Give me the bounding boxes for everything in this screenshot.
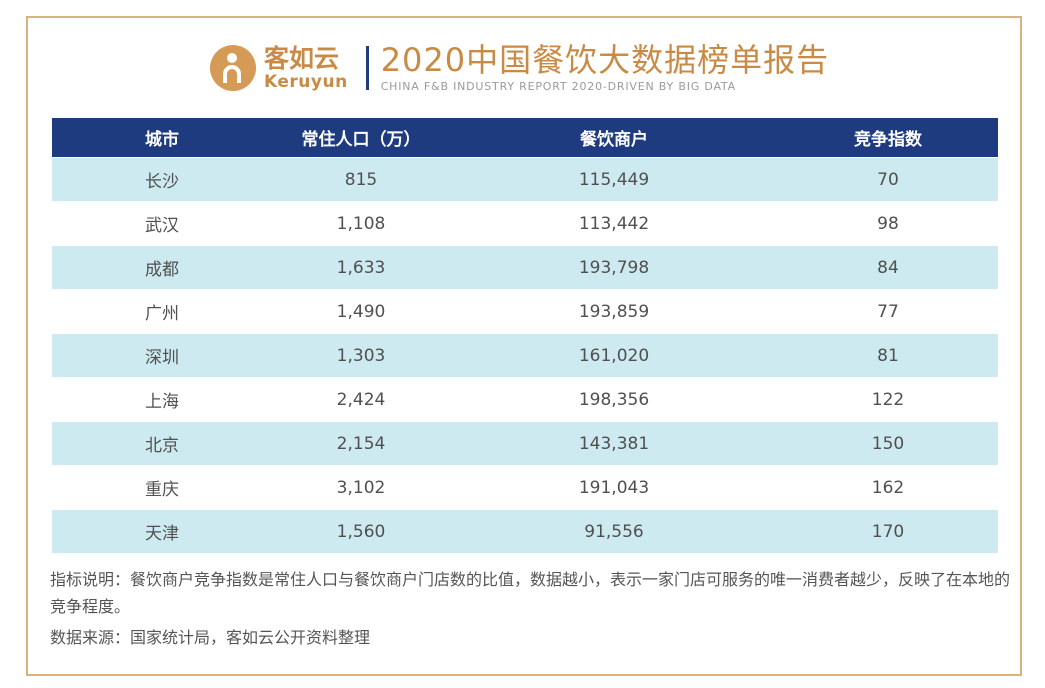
column-header-index: 竞争指数 [778,118,998,158]
cell-index: 170 [778,509,998,553]
cell-city: 武汉 [52,201,272,246]
table-row: 深圳 1,303 161,020 81 [52,333,998,378]
table-row: 广州 1,490 193,859 77 [52,289,998,334]
table-row: 长沙 815 115,449 70 [52,157,998,202]
table-row: 北京 2,154 143,381 150 [52,421,998,466]
cell-index: 162 [778,465,998,510]
cell-population: 815 [272,157,450,202]
cell-merchants: 193,859 [450,289,778,334]
column-header-population: 常住人口（万） [272,118,450,158]
cell-city: 天津 [52,509,272,553]
table-header-row: 城市 常住人口（万） 餐饮商户 竞争指数 [52,118,998,158]
cell-population: 1,560 [272,509,450,553]
data-source: 数据来源：国家统计局，客如云公开资料整理 [50,628,371,647]
cell-city: 北京 [52,421,272,466]
cell-index: 150 [778,421,998,466]
cell-index: 70 [778,157,998,202]
cell-merchants: 198,356 [450,377,778,422]
table-row: 成都 1,633 193,798 84 [52,245,998,290]
cell-city: 上海 [52,377,272,422]
report-title-block: 2020中国餐饮大数据榜单报告 CHINA F&B INDUSTRY REPOR… [381,42,829,94]
cell-merchants: 91,556 [450,509,778,553]
competition-index-table: 城市 常住人口（万） 餐饮商户 竞争指数 长沙 815 115,449 70 武… [52,118,998,553]
cell-merchants: 113,442 [450,201,778,246]
table-notes: 指标说明：餐饮商户竞争指数是常住人口与餐饮商户门店数的比值，数据越小，表示一家门… [50,566,1010,651]
cell-index: 84 [778,245,998,290]
index-explanation: 指标说明：餐饮商户竞争指数是常住人口与餐饮商户门店数的比值，数据越小，表示一家门… [50,570,1011,616]
cell-population: 1,108 [272,201,450,246]
report-subtitle: CHINA F&B INDUSTRY REPORT 2020-DRIVEN BY… [380,80,736,93]
cell-population: 1,633 [272,245,450,290]
cell-population: 1,303 [272,333,450,378]
cell-merchants: 143,381 [450,421,778,466]
cell-index: 98 [778,201,998,246]
cell-index: 77 [778,289,998,334]
cell-merchants: 193,798 [450,245,778,290]
cell-population: 3,102 [272,465,450,510]
cell-city: 成都 [52,245,272,290]
column-header-city: 城市 [52,118,272,158]
column-header-merchants: 餐饮商户 [450,118,778,158]
report-title: 2020中国餐饮大数据榜单报告 [380,41,830,79]
table-row: 重庆 3,102 191,043 162 [52,465,998,510]
cell-index: 81 [778,333,998,378]
cell-index: 122 [778,377,998,422]
cell-population: 2,424 [272,377,450,422]
keruyun-logo-icon [210,45,256,91]
cell-merchants: 115,449 [450,157,778,202]
brand-name-cn: 客如云 [264,44,340,73]
header-divider [365,46,369,90]
brand-name-en: Keruyun [264,72,348,92]
cell-population: 1,490 [272,289,450,334]
cell-city: 广州 [52,289,272,334]
cell-merchants: 191,043 [450,465,778,510]
cell-population: 2,154 [272,421,450,466]
table-row: 上海 2,424 198,356 122 [52,377,998,422]
cell-city: 长沙 [52,157,272,202]
report-header: 客如云 Keruyun 2020中国餐饮大数据榜单报告 CHINA F&B IN… [210,40,829,96]
cell-merchants: 161,020 [450,333,778,378]
cell-city: 深圳 [52,333,272,378]
table-row: 武汉 1,108 113,442 98 [52,201,998,246]
cell-city: 重庆 [52,465,272,510]
brand-logo-text: 客如云 Keruyun [264,44,348,92]
table-row: 天津 1,560 91,556 170 [52,509,998,553]
